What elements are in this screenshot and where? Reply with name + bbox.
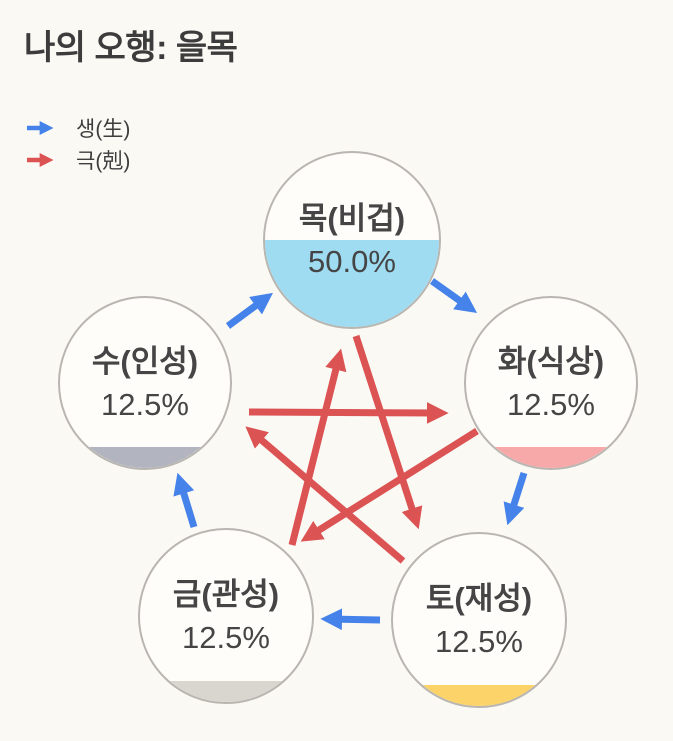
arrow-overcoming-su-to-hwa [248, 402, 449, 424]
arrow-generating-geum-to-su [173, 472, 198, 529]
element-fill-hwa [466, 446, 636, 468]
arrow-generating-hwa-to-to [503, 471, 528, 526]
element-label-geum: 금(관성) [172, 577, 280, 612]
element-label-mok: 목(비겁) [298, 201, 406, 236]
element-node-to: 토(재성) 12.5% [391, 532, 567, 708]
element-percent-hwa: 12.5% [507, 387, 595, 422]
arrow-overcoming-geum-to-mok [288, 348, 347, 546]
arrow-overcoming-hwa-to-geum [300, 428, 479, 542]
legend: 생(生) 극(剋) [24, 112, 130, 176]
element-fill-to [393, 684, 565, 706]
element-fill-geum [140, 680, 312, 702]
red-arrow-icon [27, 153, 54, 167]
legend-item-overcoming: 극(剋) [24, 144, 130, 176]
element-node-mok: 목(비겁) 50.0% [263, 151, 441, 329]
element-percent-mok: 50.0% [308, 244, 396, 279]
arrow-generating-su-to-mok [225, 292, 273, 329]
arrow-overcoming-to-to-su [245, 426, 406, 564]
arrow-generating-to-to-geum [320, 608, 381, 631]
element-node-geum: 금(관성) 12.5% [138, 528, 314, 704]
blue-arrow-icon [27, 121, 54, 135]
element-label-to: 토(재성) [425, 581, 533, 616]
element-label-hwa: 화(식상) [497, 344, 605, 379]
arrow-overcoming-mok-to-to [352, 334, 423, 530]
legend-label-overcoming: 극(剋) [76, 150, 131, 173]
element-node-hwa: 화(식상) 12.5% [464, 296, 638, 470]
element-node-su: 수(인성) 12.5% [58, 296, 232, 470]
element-percent-su: 12.5% [101, 387, 189, 422]
element-label-su: 수(인성) [91, 344, 199, 379]
element-fill-mok [265, 240, 439, 327]
element-fill-su [60, 446, 230, 468]
element-percent-to: 12.5% [435, 624, 523, 659]
legend-item-generating: 생(生) [24, 112, 130, 144]
page-title: 나의 오행: 을목 [24, 29, 238, 67]
element-percent-geum: 12.5% [182, 620, 270, 655]
legend-label-generating: 생(生) [76, 118, 131, 141]
